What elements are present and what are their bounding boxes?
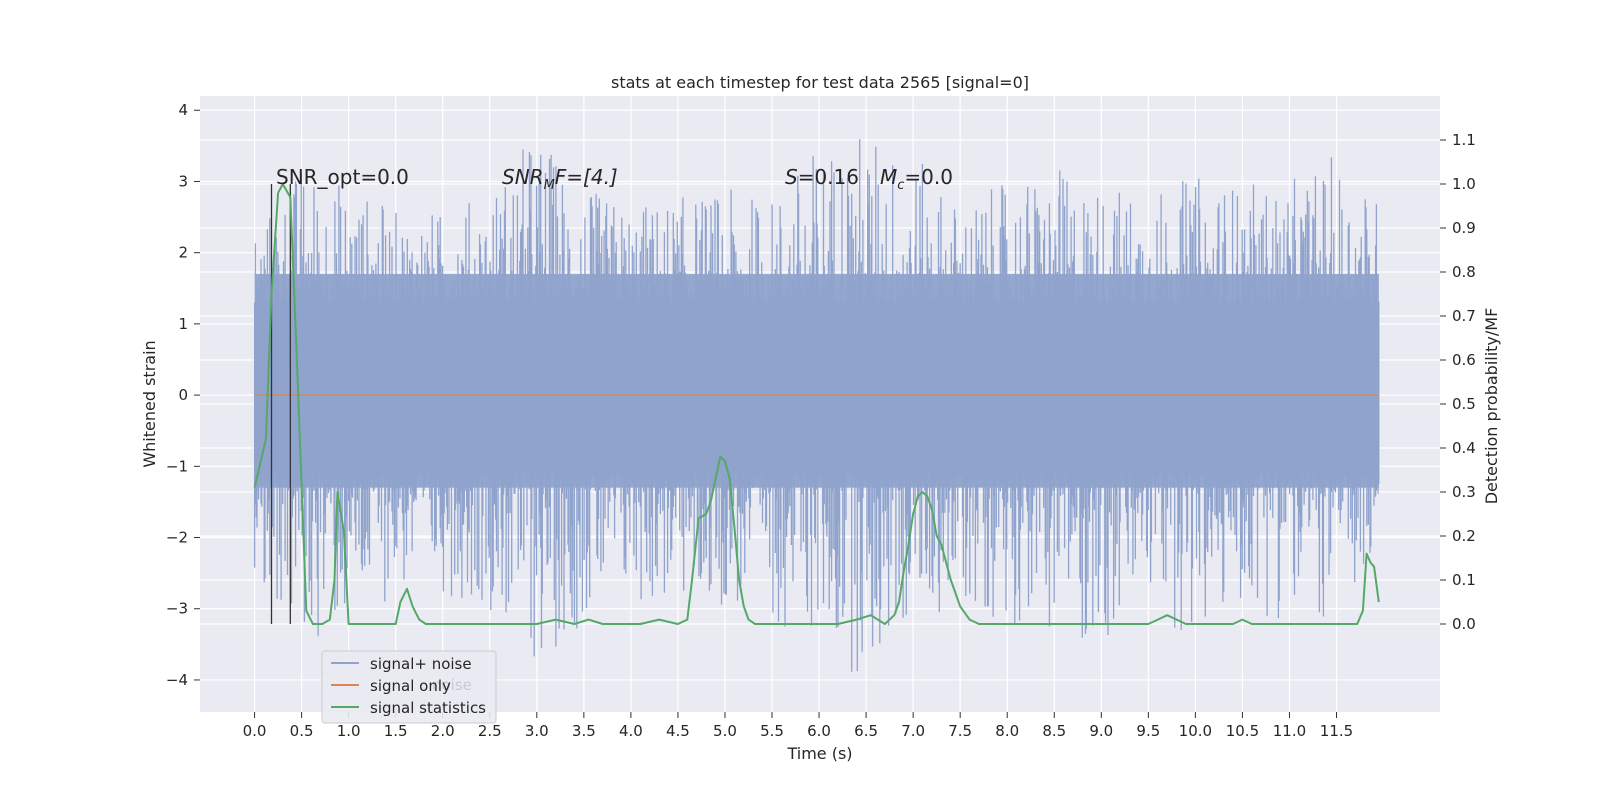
x-tick-label: 4.5 xyxy=(666,722,690,740)
x-tick-label: 3.5 xyxy=(572,722,596,740)
marker-lines xyxy=(270,184,291,624)
signal-statistics-line xyxy=(253,183,1380,625)
y-tick-label-right: 0.9 xyxy=(1452,219,1476,237)
y-axis-label-right: Detection probability/MF xyxy=(1482,308,1501,505)
y-tick-label-left: 2 xyxy=(178,244,188,262)
x-tick-label: 7.0 xyxy=(901,722,925,740)
x-tick-label: 10.0 xyxy=(1179,722,1212,740)
chart-title: stats at each timestep for test data 256… xyxy=(611,73,1029,92)
y-tick-label-right: 0.0 xyxy=(1452,615,1476,633)
x-tick-label: 3.0 xyxy=(525,722,549,740)
x-tick-label: 6.5 xyxy=(854,722,878,740)
x-tick-label: 8.0 xyxy=(995,722,1019,740)
x-tick-label: 5.0 xyxy=(713,722,737,740)
x-tick-label: 9.0 xyxy=(1089,722,1113,740)
y-axis-label-left: Whitened strain xyxy=(140,340,159,467)
y-tick-label-left: 4 xyxy=(178,101,188,119)
stats-series xyxy=(253,183,1380,625)
x-tick-label: 2.5 xyxy=(478,722,502,740)
annotation-snr-opt: SNR_opt=0.0 xyxy=(276,165,409,189)
legend-label-noise: signal+ noise xyxy=(370,655,472,673)
x-tick-label: 7.5 xyxy=(948,722,972,740)
y-tick-label-left: −2 xyxy=(166,529,188,547)
y-ticks-left: 4 3 2 1 0 −1 −2 −3 −4 xyxy=(166,101,200,689)
annotation-mc: Mc=0.0 xyxy=(880,165,953,193)
y-tick-label-left: 0 xyxy=(178,386,188,404)
y-tick-label-left: −3 xyxy=(166,600,188,618)
annotation-s: S=0.16 xyxy=(785,165,859,189)
legend-label-signal: signal only xyxy=(370,677,451,695)
noise-trace xyxy=(253,139,1380,672)
noise-series xyxy=(253,139,1380,672)
x-ticks: 0.0 0.5 1.0 1.5 2.0 2.5 3.0 3.5 4.0 4.5 5.0 5.5 6.0 6… xyxy=(243,712,1353,740)
y-tick-label-right: 0.7 xyxy=(1452,307,1476,325)
x-axis-label: Time (s) xyxy=(786,744,852,763)
x-tick-label: 11.0 xyxy=(1273,722,1306,740)
x-tick-label: 8.5 xyxy=(1042,722,1066,740)
x-tick-label: 2.0 xyxy=(431,722,455,740)
x-tick-label: 11.5 xyxy=(1320,722,1353,740)
y-tick-label-right: 0.6 xyxy=(1452,351,1476,369)
y-tick-label-left: 3 xyxy=(178,172,188,190)
y-tick-label-left: −4 xyxy=(166,671,188,689)
x-tick-label: 0.5 xyxy=(290,722,314,740)
legend-box xyxy=(321,650,497,724)
x-tick-label: 9.5 xyxy=(1136,722,1160,740)
x-tick-label: 10.5 xyxy=(1226,722,1259,740)
y-tick-label-right: 1.0 xyxy=(1452,175,1476,193)
x-tick-label: 4.0 xyxy=(619,722,643,740)
y-tick-label-right: 0.4 xyxy=(1452,439,1476,457)
x-tick-label: 0.0 xyxy=(243,722,267,740)
annotation-snr-mf: SNRMF=[4.] xyxy=(502,165,618,193)
legend: noise signal+ noise signal only signal s… xyxy=(321,650,497,724)
y-tick-label-right: 0.8 xyxy=(1452,263,1476,281)
y-tick-label-right: 0.2 xyxy=(1452,527,1476,545)
x-tick-label: 6.0 xyxy=(807,722,831,740)
y-ticks-right: 1.1 1.0 0.9 0.8 0.7 0.6 0.5 0.4 0.3 0.2 0.1 0.0 xyxy=(1440,131,1476,633)
x-tick-label: 1.0 xyxy=(337,722,361,740)
legend-label-stats: signal statistics xyxy=(370,699,486,717)
y-tick-label-right: 1.1 xyxy=(1452,131,1476,149)
y-tick-label-left: −1 xyxy=(166,457,188,475)
x-tick-label: 5.5 xyxy=(760,722,784,740)
y-tick-label-right: 0.5 xyxy=(1452,395,1476,413)
y-tick-label-left: 1 xyxy=(178,315,188,333)
legend-ghost-text: noise xyxy=(432,676,472,694)
y-tick-label-right: 0.3 xyxy=(1452,483,1476,501)
y-tick-label-right: 0.1 xyxy=(1452,571,1476,589)
x-tick-label: 1.5 xyxy=(384,722,408,740)
